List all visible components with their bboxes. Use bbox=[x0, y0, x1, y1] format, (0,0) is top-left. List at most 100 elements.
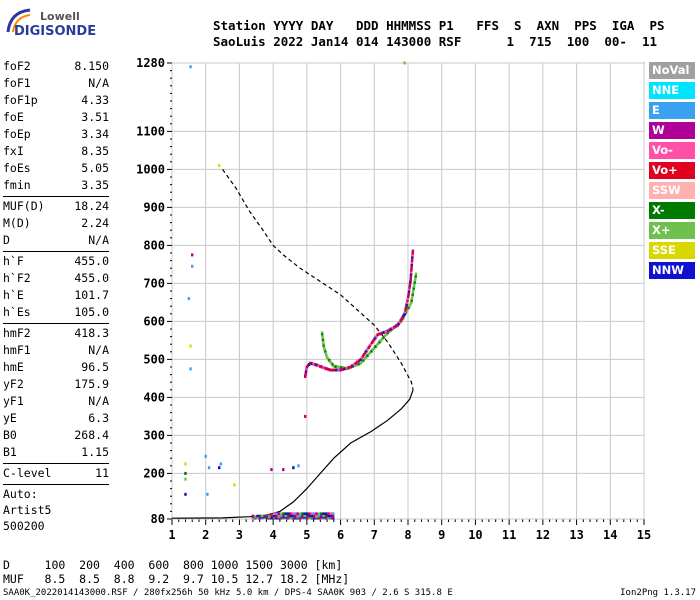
trace-point-f-o bbox=[322, 366, 325, 370]
trace-point-f-x bbox=[363, 357, 367, 361]
trace-point-f-o bbox=[410, 262, 413, 266]
y-tick-label: 1280 bbox=[136, 56, 165, 70]
param-value: N/A bbox=[88, 233, 109, 247]
y-tick-label: 900 bbox=[143, 200, 165, 214]
x-tick-label: 1 bbox=[168, 528, 175, 542]
trace-point-f-o bbox=[357, 359, 361, 363]
trace-point-f-x bbox=[412, 284, 416, 288]
echo-point bbox=[189, 65, 192, 69]
param-row-fmin: fmin 3.35 bbox=[3, 177, 109, 194]
trace-point-es bbox=[284, 512, 288, 515]
x-tick-label: 2 bbox=[202, 528, 209, 542]
trace-point-f-x bbox=[324, 350, 327, 354]
trace-point-f-x bbox=[414, 274, 417, 278]
trace-point-f-o bbox=[371, 339, 375, 343]
logo-text-lowell: Lowell bbox=[40, 10, 80, 23]
trace-point-f-o bbox=[386, 329, 389, 333]
trace-point-f-o bbox=[314, 363, 317, 367]
echo-point bbox=[189, 367, 192, 371]
legend-item-xminus: X- bbox=[649, 202, 695, 219]
param-name: h`E bbox=[3, 288, 24, 302]
echo-point bbox=[184, 462, 187, 466]
trace-point-f-o bbox=[376, 333, 379, 337]
param-row-ye: yE 6.3 bbox=[3, 410, 109, 427]
param-value: 18.24 bbox=[74, 199, 109, 213]
logo-text-digisonde: DIGISONDE bbox=[14, 24, 97, 39]
param-value: 418.3 bbox=[74, 326, 109, 340]
trace-point-f-o bbox=[317, 364, 320, 368]
trace-point-es bbox=[282, 514, 285, 518]
trace-point-es bbox=[331, 514, 335, 518]
legend-item-voplus: Vo+ bbox=[649, 162, 695, 179]
param-name: yF1 bbox=[3, 394, 24, 408]
trace-point-f-o bbox=[304, 373, 307, 377]
trace-point-f-o bbox=[395, 324, 398, 328]
trace-point-es bbox=[310, 512, 314, 515]
x-tick-label: 13 bbox=[569, 528, 583, 542]
trace-point-f-x bbox=[373, 346, 376, 350]
trace-point-f-x bbox=[360, 360, 364, 364]
param-row-b0: B0 268.4 bbox=[3, 427, 109, 444]
echo-point bbox=[297, 464, 300, 468]
trace-point-f-x bbox=[362, 358, 365, 362]
trace-point-f-x bbox=[357, 362, 361, 366]
trace-point-f-x bbox=[383, 334, 387, 338]
param-separator bbox=[3, 251, 109, 252]
trace-point-f-o bbox=[378, 332, 381, 336]
trace-point-f-x bbox=[320, 331, 324, 335]
trace-point-f-x bbox=[386, 331, 389, 335]
trace-point-es bbox=[251, 514, 255, 518]
trace-point-f-o bbox=[389, 327, 393, 331]
param-name: fxI bbox=[3, 144, 24, 158]
x-tick-label: 9 bbox=[438, 528, 445, 542]
echo-point bbox=[191, 253, 194, 257]
x-tick-label: 3 bbox=[236, 528, 243, 542]
trace-point-es bbox=[303, 512, 307, 515]
trace-point-f-o bbox=[324, 366, 327, 370]
y-tick-label: 200 bbox=[143, 466, 165, 480]
x-tick-label: 6 bbox=[337, 528, 344, 542]
logo-swirl-icon bbox=[6, 8, 31, 33]
trace-point-f-o bbox=[410, 268, 413, 272]
trace-point-f-o bbox=[408, 283, 412, 287]
trace-point-es bbox=[261, 514, 264, 518]
trace-point-es bbox=[270, 516, 274, 520]
param-value: 96.5 bbox=[81, 360, 109, 374]
trace-point-f-o bbox=[405, 304, 408, 308]
echo-point bbox=[218, 164, 221, 168]
trace-point-f-o bbox=[319, 364, 322, 368]
muf-row: MUF 8.5 8.5 8.8 9.2 9.7 10.5 12.7 18.2 [… bbox=[3, 572, 350, 586]
y-tick-label: 700 bbox=[143, 276, 165, 290]
trace-point-f-o bbox=[409, 280, 412, 283]
echo-point bbox=[207, 466, 211, 470]
x-tick-label: 14 bbox=[603, 528, 617, 542]
param-row-foep: foEp 3.34 bbox=[3, 126, 109, 143]
trace-point-es bbox=[279, 512, 283, 515]
legend-item-vominus: Vo- bbox=[649, 142, 695, 159]
trace-point-f-x bbox=[411, 292, 414, 296]
trace-point-es bbox=[320, 512, 323, 515]
param-row-fof1p: foF1p 4.33 bbox=[3, 92, 109, 109]
trace-point-es bbox=[270, 514, 274, 518]
trace-point-es bbox=[315, 512, 318, 515]
param-value: 8.35 bbox=[81, 144, 109, 158]
param-value: 3.34 bbox=[81, 127, 109, 141]
param-value: 268.4 bbox=[74, 428, 109, 442]
trace-point-f-o bbox=[397, 322, 401, 326]
param-row-he: h`E 101.7 bbox=[3, 287, 109, 304]
x-tick-label: 7 bbox=[371, 528, 378, 542]
param-value: 1.15 bbox=[81, 445, 109, 459]
param-name: fmin bbox=[3, 178, 31, 192]
x-tick-label: 5 bbox=[303, 528, 310, 542]
trace-point-es bbox=[310, 514, 314, 518]
trace-point-f-x bbox=[321, 337, 324, 340]
trace-point-f-x bbox=[378, 340, 381, 344]
trace-point-f-x bbox=[340, 366, 343, 370]
param-name: h`F bbox=[3, 254, 24, 268]
trace-point-f-o bbox=[406, 299, 409, 302]
trace-point-es bbox=[329, 514, 333, 518]
trace-point-es bbox=[322, 512, 326, 515]
trace-point-es bbox=[294, 514, 297, 518]
param-name: foEp bbox=[3, 127, 31, 141]
param-row-fof2: foF2 8.150 bbox=[3, 58, 109, 75]
